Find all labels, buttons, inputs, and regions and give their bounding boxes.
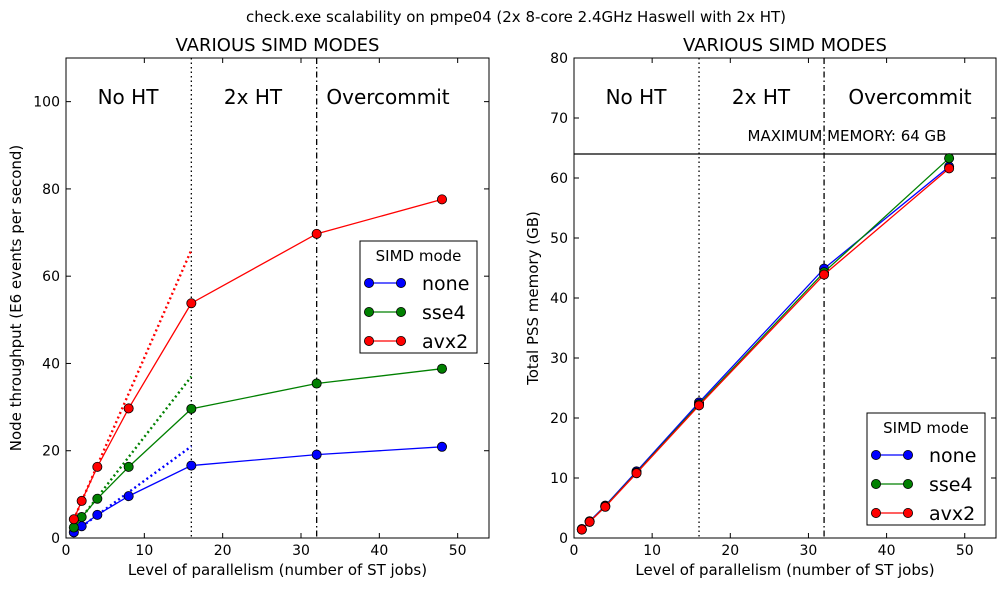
panel1-point-sse4 — [186, 403, 197, 414]
panel2-y-tick-label: 20 — [550, 411, 568, 427]
panel2-x-tick-label: 10 — [643, 543, 661, 559]
panel1-legend-marker-sse4 — [395, 306, 406, 317]
panel1-x-axis-label: Level of parallelism (number of ST jobs) — [128, 561, 427, 579]
panel1-point-none — [92, 509, 103, 520]
panel1-y-tick-label: 80 — [42, 182, 60, 198]
panel2-y-tick-label: 50 — [550, 231, 568, 247]
panel2-y-tick-label: 0 — [559, 531, 568, 547]
panel1-point-avx2 — [68, 514, 79, 525]
panel2-x-tick-label: 20 — [721, 543, 739, 559]
panel1-x-tick-label: 10 — [135, 543, 153, 559]
panel1-legend-label-sse4: sse4 — [422, 302, 466, 324]
panel2-point-avx2 — [584, 516, 595, 527]
figure-suptitle: check.exe scalability on pmpe04 (2x 8-co… — [246, 8, 786, 26]
panel2-point-avx2 — [819, 269, 830, 280]
panel1-point-none — [186, 460, 197, 471]
panel2-legend-label-none: none — [929, 445, 976, 467]
panel2-legend-label-avx2: avx2 — [929, 503, 975, 525]
panel1-ideal-scaling-avx2 — [72, 249, 193, 520]
panel1-legend-marker-none — [395, 277, 406, 288]
panel2-legend-marker-none — [871, 449, 882, 460]
panel1-y-tick-label: 0 — [51, 531, 60, 547]
panel1-legend-box — [359, 240, 478, 354]
panel2-y-axis-label: Total PSS memory (GB) — [524, 211, 542, 386]
panel1-x-tick-label: 30 — [292, 543, 310, 559]
panel2-legend-box — [866, 412, 986, 526]
panel2-y-tick-label: 70 — [550, 111, 568, 127]
panel2-title: VARIOUS SIMD MODES — [683, 35, 887, 56]
panel1-point-avx2 — [436, 194, 447, 205]
panel1-point-none — [311, 449, 322, 460]
panel2-legend-marker-none — [903, 449, 914, 460]
panel2-legend-marker-avx2 — [871, 507, 882, 518]
panel1-region-label: Overcommit — [326, 85, 449, 109]
panel1-point-avx2 — [76, 495, 87, 506]
panel1-legend-marker-avx2 — [395, 335, 406, 346]
panel2-x-tick-label: 0 — [570, 543, 579, 559]
panel2-legend-label-sse4: sse4 — [929, 474, 973, 496]
panel2-y-tick-label: 40 — [550, 291, 568, 307]
panel2-y-tick-label: 80 — [550, 51, 568, 67]
panel2-legend-marker-sse4 — [871, 478, 882, 489]
panel2-legend-marker-sse4 — [903, 478, 914, 489]
panel1-point-avx2 — [92, 461, 103, 472]
panel1-legend-label-avx2: avx2 — [422, 331, 468, 353]
panel2-legend-title: SIMD mode — [883, 419, 969, 437]
panel2-y-tick-label: 10 — [550, 471, 568, 487]
panel1-y-tick-label: 100 — [33, 95, 60, 111]
panel1-y-axis-label: Node throughput (E6 events per second) — [7, 145, 25, 452]
panel1-point-avx2 — [123, 403, 134, 414]
panel2-point-avx2 — [694, 400, 705, 411]
panel2-y-tick-label: 60 — [550, 171, 568, 187]
panel1-point-sse4 — [123, 461, 134, 472]
panel1-region-label: 2x HT — [224, 85, 283, 109]
panel1-point-avx2 — [311, 228, 322, 239]
panel2-x-tick-label: 40 — [878, 543, 896, 559]
panel2-x-tick-label: 50 — [956, 543, 974, 559]
panel1-point-sse4 — [68, 522, 79, 533]
panel1-region-label: No HT — [98, 85, 160, 109]
panel1-x-tick-label: 20 — [214, 543, 232, 559]
panel2-region-label: No HT — [606, 85, 668, 109]
panel2-point-avx2 — [944, 163, 955, 174]
panel1-legend-marker-avx2 — [363, 335, 374, 346]
panel2-legend-marker-avx2 — [903, 507, 914, 518]
panel1-point-none — [436, 441, 447, 452]
panel1-x-tick-label: 0 — [62, 543, 71, 559]
panel1-series-line-sse4 — [73, 368, 443, 528]
panel1-y-tick-label: 40 — [42, 356, 60, 372]
panel1-point-sse4 — [92, 493, 103, 504]
panel1-series-line-none — [73, 446, 443, 533]
panel1-point-avx2 — [186, 298, 197, 309]
panel2-point-avx2 — [631, 468, 642, 479]
panel1-x-tick-label: 40 — [370, 543, 388, 559]
panel2-max-memory-label: MAXIMUM MEMORY: 64 GB — [748, 127, 947, 145]
panel2-point-avx2 — [600, 501, 611, 512]
panel1-point-sse4 — [436, 363, 447, 374]
panel2-region-label: Overcommit — [848, 85, 971, 109]
panel1-point-none — [123, 491, 134, 502]
panel1-legend-marker-none — [363, 277, 374, 288]
panel2-y-tick-label: 30 — [550, 351, 568, 367]
panel2-region-label: 2x HT — [732, 85, 791, 109]
panel1-y-tick-label: 60 — [42, 269, 60, 285]
panel1-ideal-scaling-none — [73, 445, 193, 534]
panel1-legend-marker-sse4 — [363, 306, 374, 317]
panel1-y-tick-label: 20 — [42, 444, 60, 460]
panel2-x-axis-label: Level of parallelism (number of ST jobs) — [635, 561, 934, 579]
panel1-legend-label-none: none — [422, 273, 469, 295]
panel1-point-sse4 — [311, 378, 322, 389]
panel1-title: VARIOUS SIMD MODES — [176, 35, 380, 56]
panel1-x-tick-label: 50 — [449, 543, 467, 559]
panel2-x-tick-label: 30 — [800, 543, 818, 559]
panel2-point-sse4 — [944, 153, 955, 164]
panel1-axes-frame — [65, 57, 490, 539]
panel1-legend-title: SIMD mode — [376, 247, 462, 265]
panel2-point-avx2 — [576, 524, 587, 535]
